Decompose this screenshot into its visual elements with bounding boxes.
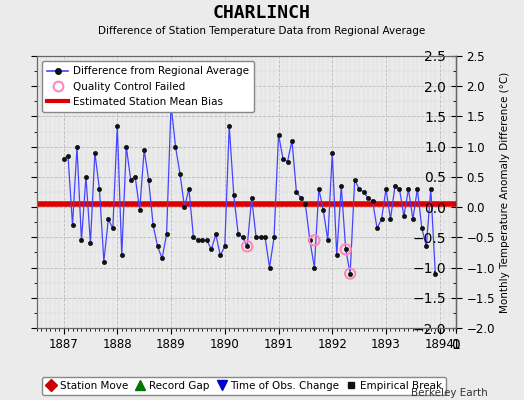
Text: Berkeley Earth: Berkeley Earth (411, 388, 487, 398)
Point (310, 237, 319, 244)
Point (243, 243, 252, 250)
Text: CHARLINCH: CHARLINCH (213, 4, 311, 22)
Y-axis label: Monthly Temperature Anomaly Difference (°C): Monthly Temperature Anomaly Difference (… (500, 71, 510, 313)
Point (346, 270, 354, 277)
Point (342, 246, 350, 253)
Text: Difference of Station Temperature Data from Regional Average: Difference of Station Temperature Data f… (99, 26, 425, 36)
Legend: Station Move, Record Gap, Time of Obs. Change, Empirical Break: Station Move, Record Gap, Time of Obs. C… (42, 376, 446, 395)
